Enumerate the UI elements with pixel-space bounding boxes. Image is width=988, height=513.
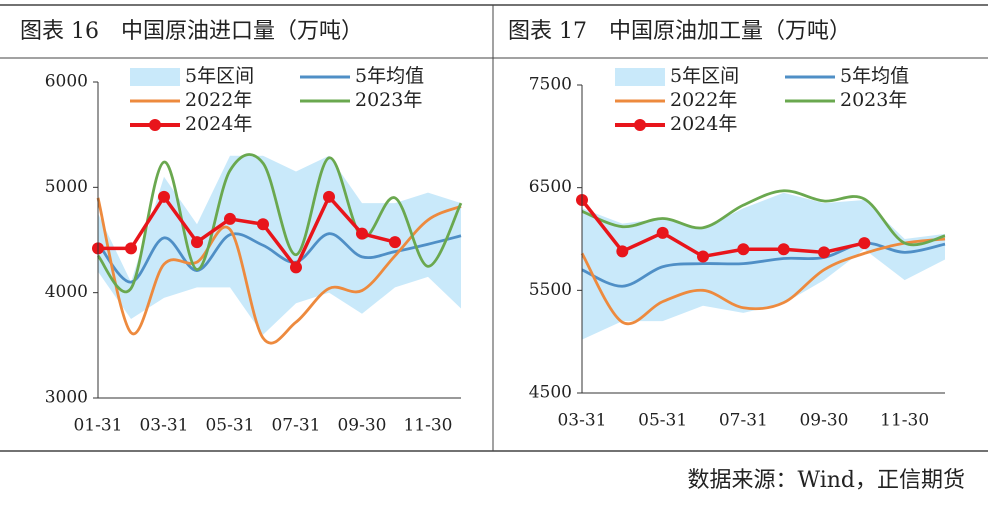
point xyxy=(616,245,629,258)
chart-title: 图表 17 中国原油加工量（万吨） xyxy=(508,19,851,44)
series-line xyxy=(96,232,462,284)
y-tick-label: 7500 xyxy=(529,75,572,95)
series-line xyxy=(96,153,463,294)
x-tick-label: 09-30 xyxy=(337,416,386,436)
x-tick-label: 07-31 xyxy=(719,411,768,431)
x-tick-label: 11-30 xyxy=(880,411,929,431)
legend-label: 5年区间 xyxy=(185,65,254,87)
y-tick-label: 5000 xyxy=(45,177,88,197)
x-tick-label: 01-31 xyxy=(73,416,122,436)
point xyxy=(191,236,203,249)
x-tick-label: 07-31 xyxy=(271,416,320,436)
legend-label: 2022年 xyxy=(670,89,737,111)
point xyxy=(125,242,137,255)
legend-marker xyxy=(149,119,161,131)
x-tick-label: 03-31 xyxy=(139,416,188,436)
y-tick-label: 3000 xyxy=(45,388,88,408)
chart-title: 图表 16 中国原油进口量（万吨） xyxy=(20,19,363,44)
legend-marker xyxy=(634,119,646,131)
series-line xyxy=(580,237,946,326)
y-tick-label: 4000 xyxy=(45,282,88,302)
legend-label: 5年区间 xyxy=(670,65,739,87)
legend-label: 2024年 xyxy=(670,113,737,135)
y-tick-label: 4500 xyxy=(529,383,572,403)
legend-label: 2023年 xyxy=(355,89,422,111)
legend-swatch xyxy=(615,68,665,86)
x-tick-label: 05-31 xyxy=(205,416,254,436)
point xyxy=(158,190,170,203)
point xyxy=(858,237,871,250)
point xyxy=(656,226,669,239)
point xyxy=(697,250,709,263)
x-tick-label: 11-30 xyxy=(403,416,452,436)
x-tick-label: 05-31 xyxy=(638,411,687,431)
legend-swatch xyxy=(130,68,180,86)
range-band xyxy=(582,192,945,340)
x-tick-label: 03-31 xyxy=(557,411,606,431)
point xyxy=(777,243,790,256)
source: 数据来源：Wind，正信期货 xyxy=(687,468,965,493)
point xyxy=(818,246,830,259)
point xyxy=(224,212,236,225)
legend-label: 2022年 xyxy=(185,89,252,111)
series-line xyxy=(581,189,946,247)
y-tick-label: 6500 xyxy=(529,177,572,197)
point xyxy=(290,261,302,274)
legend-label: 5年均值 xyxy=(355,65,424,87)
legend-label: 5年均值 xyxy=(840,65,909,87)
series-line xyxy=(580,198,865,259)
legend-label: 2024年 xyxy=(185,113,252,135)
y-tick-label: 5500 xyxy=(529,280,572,300)
legend-label: 2023年 xyxy=(840,89,907,111)
point xyxy=(389,236,401,249)
y-tick-label: 6000 xyxy=(45,72,88,92)
x-tick-label: 09-30 xyxy=(799,411,848,431)
point xyxy=(323,190,335,203)
series-line xyxy=(96,197,462,345)
point xyxy=(737,243,750,256)
point xyxy=(356,227,368,240)
point xyxy=(257,218,269,231)
series-line xyxy=(98,193,396,271)
